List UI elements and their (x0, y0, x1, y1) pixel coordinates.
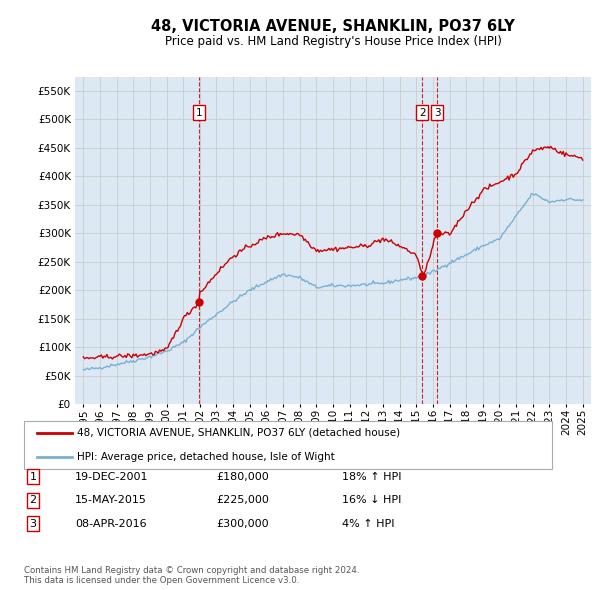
Text: 18% ↑ HPI: 18% ↑ HPI (342, 472, 401, 481)
Text: 2: 2 (419, 108, 425, 118)
Text: £300,000: £300,000 (216, 519, 269, 529)
Text: Contains HM Land Registry data © Crown copyright and database right 2024.
This d: Contains HM Land Registry data © Crown c… (24, 566, 359, 585)
Text: £225,000: £225,000 (216, 496, 269, 505)
Text: HPI: Average price, detached house, Isle of Wight: HPI: Average price, detached house, Isle… (77, 452, 335, 462)
Text: 19-DEC-2001: 19-DEC-2001 (75, 472, 149, 481)
Text: 1: 1 (29, 472, 37, 481)
FancyBboxPatch shape (24, 421, 552, 469)
Text: 1: 1 (196, 108, 203, 118)
Text: 15-MAY-2015: 15-MAY-2015 (75, 496, 147, 505)
Text: 2: 2 (29, 496, 37, 505)
Text: 48, VICTORIA AVENUE, SHANKLIN, PO37 6LY (detached house): 48, VICTORIA AVENUE, SHANKLIN, PO37 6LY … (77, 428, 400, 438)
Text: 4% ↑ HPI: 4% ↑ HPI (342, 519, 395, 529)
Text: £180,000: £180,000 (216, 472, 269, 481)
Text: Price paid vs. HM Land Registry's House Price Index (HPI): Price paid vs. HM Land Registry's House … (164, 35, 502, 48)
Text: 48, VICTORIA AVENUE, SHANKLIN, PO37 6LY: 48, VICTORIA AVENUE, SHANKLIN, PO37 6LY (151, 19, 515, 34)
Text: 08-APR-2016: 08-APR-2016 (75, 519, 146, 529)
Text: 3: 3 (434, 108, 440, 118)
Text: 16% ↓ HPI: 16% ↓ HPI (342, 496, 401, 505)
Text: 3: 3 (29, 519, 37, 529)
